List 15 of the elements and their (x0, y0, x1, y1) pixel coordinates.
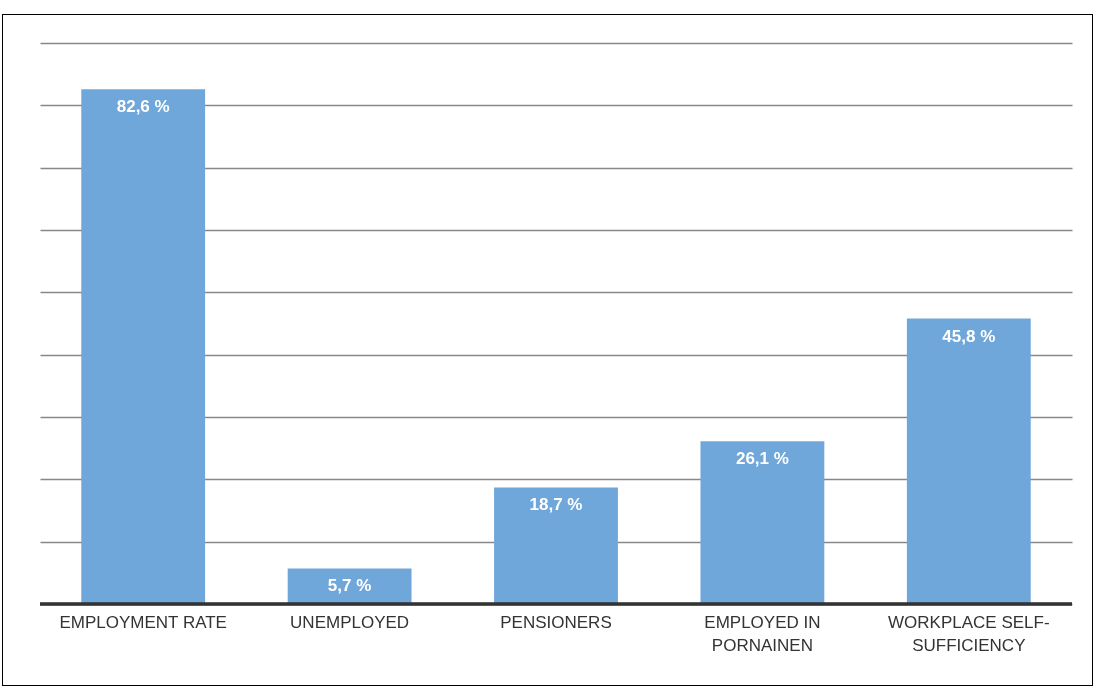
data-label: 26,1 % (735, 449, 789, 469)
bar (906, 318, 1031, 604)
data-label: 82,6 % (116, 97, 170, 117)
bar (700, 441, 825, 604)
x-tick-label: WORKPLACE SELF-SUFFICIENCY (888, 612, 1050, 655)
x-tick-label: PENSIONERS (500, 612, 612, 632)
data-label: 45,8 % (942, 326, 996, 346)
x-tick-label: EMPLOYMENT RATE (59, 612, 227, 632)
bar (494, 487, 618, 604)
bar (287, 568, 412, 604)
data-label: 18,7 % (529, 495, 583, 515)
bar (81, 89, 206, 604)
data-label: 5,7 % (327, 576, 372, 596)
x-tick-label: EMPLOYED IN PORNAINEN (704, 612, 821, 655)
x-tick-label: UNEMPLOYED (290, 612, 410, 632)
